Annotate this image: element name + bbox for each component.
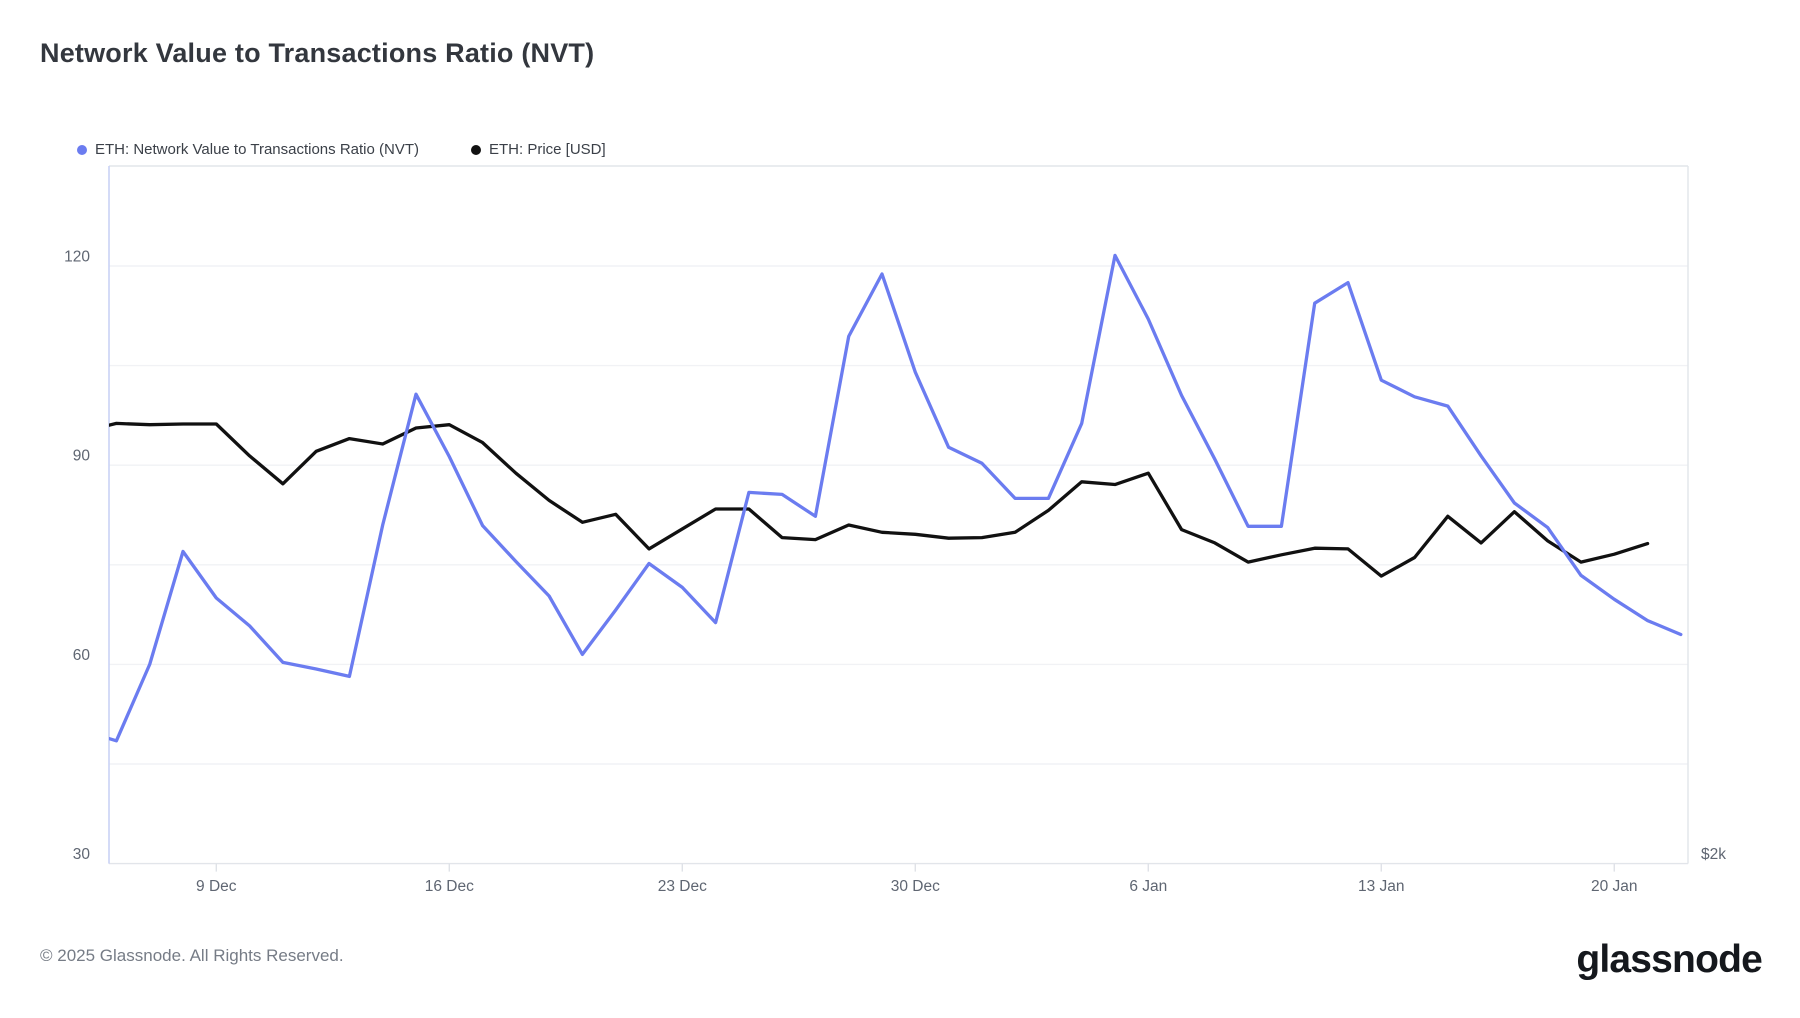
x-axis-tick-label: 16 Dec bbox=[425, 878, 474, 895]
x-axis-tick-label: 9 Dec bbox=[196, 878, 237, 895]
price-line bbox=[109, 421, 1650, 578]
x-axis-tick-label: 30 Dec bbox=[891, 878, 940, 895]
x-axis-tick-label: 20 Jan bbox=[1591, 878, 1638, 895]
x-axis-tick-label: 6 Jan bbox=[1129, 878, 1167, 895]
price-legend-dot-icon bbox=[471, 144, 481, 155]
chart-legend: ETH: Network Value to Transactions Ratio… bbox=[77, 141, 606, 158]
legend-label-nvt: ETH: Network Value to Transactions Ratio… bbox=[95, 141, 419, 158]
plot-hover-region[interactable] bbox=[109, 166, 1688, 864]
nvt-line bbox=[109, 253, 1683, 743]
page-title: Network Value to Transactions Ratio (NVT… bbox=[40, 38, 595, 68]
y-axis-tick-label: 60 bbox=[73, 647, 91, 664]
y-axis-tick-label: 30 bbox=[73, 846, 91, 863]
x-axis-tick-label: 23 Dec bbox=[658, 878, 707, 895]
legend-item-price[interactable]: ETH: Price [USD] bbox=[471, 141, 606, 158]
right-axis-tick-label: $2k bbox=[1701, 846, 1726, 863]
y-axis-tick-label: 120 bbox=[64, 249, 90, 266]
glassnode-logo: glassnode bbox=[1576, 938, 1762, 981]
x-axis-tick-label: 13 Jan bbox=[1358, 878, 1405, 895]
y-axis-tick-label: 90 bbox=[73, 448, 91, 465]
copyright-text: © 2025 Glassnode. All Rights Reserved. bbox=[40, 946, 344, 965]
legend-label-price: ETH: Price [USD] bbox=[489, 141, 606, 158]
legend-item-nvt[interactable]: ETH: Network Value to Transactions Ratio… bbox=[77, 141, 419, 158]
nvt-legend-dot-icon bbox=[77, 144, 87, 155]
